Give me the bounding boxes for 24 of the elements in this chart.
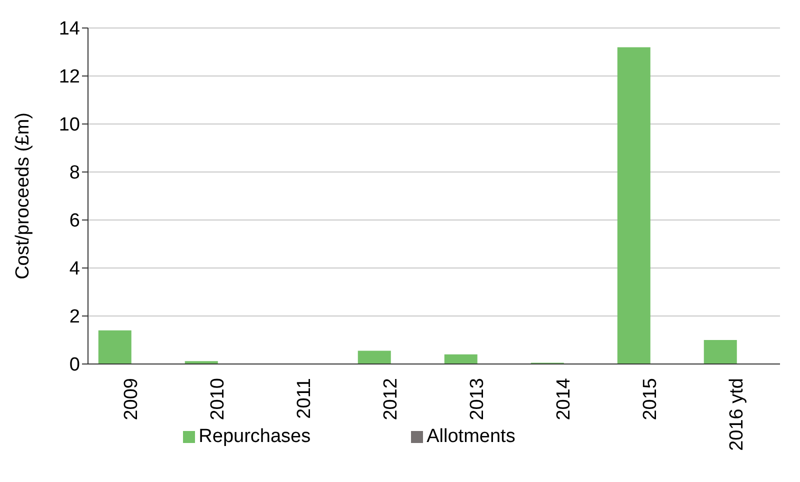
y-tick-label: 10 [58,114,80,136]
y-tick-label: 14 [58,18,80,40]
x-tick-label: 2009 [120,378,142,420]
y-tick-label: 0 [69,354,80,376]
bar [704,340,737,364]
y-tick-label: 2 [69,306,80,328]
x-tick-label: 2013 [466,378,488,420]
bar [617,47,650,364]
bar [98,330,132,364]
y-tick-label: 6 [69,210,80,232]
x-tick-label: 2012 [380,378,402,420]
bar [444,354,478,364]
legend-label: Repurchases [198,426,311,447]
y-tick-label: 4 [69,258,80,280]
x-tick-label: 2014 [553,378,574,420]
y-axis-title: Cost/proceeds (£m) [12,112,34,280]
legend-label: Allotments [426,426,516,447]
x-tick-label: 2016 ytd [726,378,748,451]
y-tick-label: 12 [58,66,80,88]
x-tick-label: 2010 [207,378,228,420]
x-tick-label: 2011 [294,378,315,419]
y-tick-label: 8 [69,162,80,184]
x-tick-label: 2015 [640,378,661,420]
bar [358,350,391,364]
